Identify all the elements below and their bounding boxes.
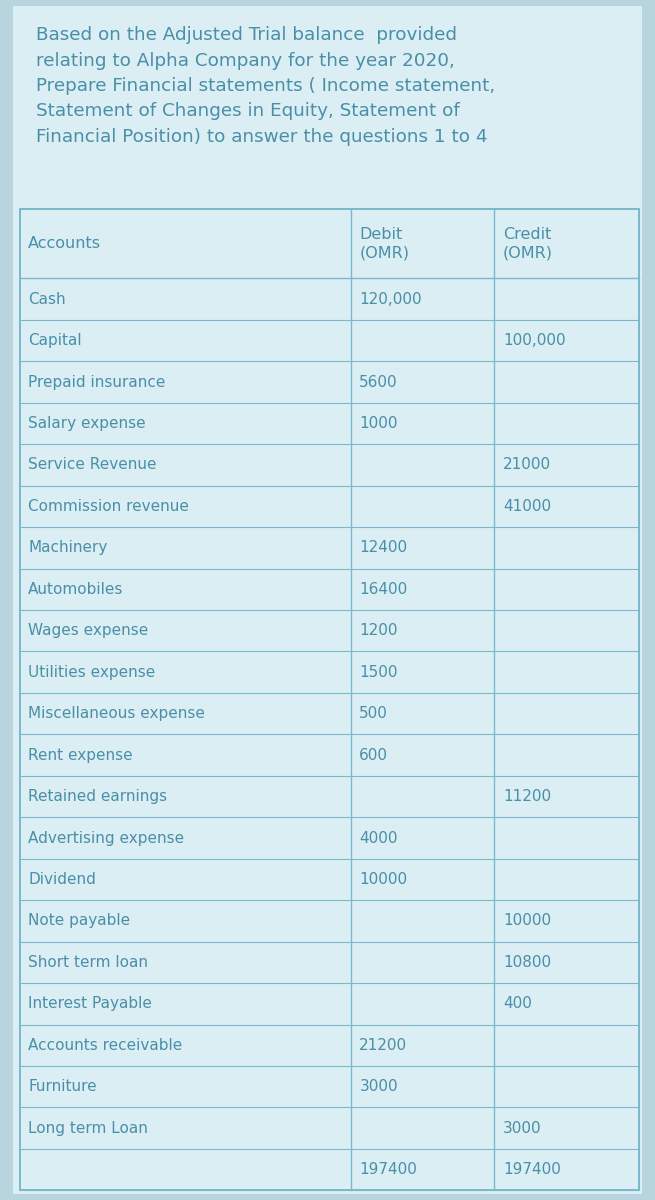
Text: 197400: 197400 <box>360 1162 417 1177</box>
Text: Note payable: Note payable <box>28 913 130 929</box>
Text: 500: 500 <box>360 706 388 721</box>
Text: 3000: 3000 <box>360 1079 398 1094</box>
Text: Service Revenue: Service Revenue <box>28 457 157 473</box>
Text: Commission revenue: Commission revenue <box>28 499 189 514</box>
Text: Rent expense: Rent expense <box>28 748 133 763</box>
Text: Dividend: Dividend <box>28 872 96 887</box>
Text: 12400: 12400 <box>360 540 407 556</box>
Text: Advertising expense: Advertising expense <box>28 830 184 846</box>
Text: 4000: 4000 <box>360 830 398 846</box>
Text: Wages expense: Wages expense <box>28 623 149 638</box>
Text: Prepaid insurance: Prepaid insurance <box>28 374 166 390</box>
Text: 10800: 10800 <box>503 955 551 970</box>
Text: 1000: 1000 <box>360 416 398 431</box>
Text: 100,000: 100,000 <box>503 334 565 348</box>
Bar <box>20 209 639 1190</box>
Text: Based on the Adjusted Trial balance  provided
relating to Alpha Company for the : Based on the Adjusted Trial balance prov… <box>36 26 495 145</box>
Text: 1200: 1200 <box>360 623 398 638</box>
Text: 197400: 197400 <box>503 1162 561 1177</box>
Text: 16400: 16400 <box>360 582 407 596</box>
Text: Short term loan: Short term loan <box>28 955 148 970</box>
Text: 5600: 5600 <box>360 374 398 390</box>
Bar <box>20 209 639 1190</box>
Text: 10000: 10000 <box>360 872 407 887</box>
Text: 21000: 21000 <box>503 457 551 473</box>
Text: Machinery: Machinery <box>28 540 107 556</box>
Text: Accounts receivable: Accounts receivable <box>28 1038 182 1052</box>
Text: Debit
(OMR): Debit (OMR) <box>360 227 409 260</box>
Text: Accounts: Accounts <box>28 236 101 251</box>
Text: Interest Payable: Interest Payable <box>28 996 152 1012</box>
Text: 21200: 21200 <box>360 1038 407 1052</box>
Text: Furniture: Furniture <box>28 1079 97 1094</box>
Text: 41000: 41000 <box>503 499 551 514</box>
Text: Utilities expense: Utilities expense <box>28 665 155 679</box>
Text: Miscellaneous expense: Miscellaneous expense <box>28 706 205 721</box>
Text: Long term Loan: Long term Loan <box>28 1121 148 1135</box>
Text: 1500: 1500 <box>360 665 398 679</box>
Text: 600: 600 <box>360 748 388 763</box>
Text: Capital: Capital <box>28 334 82 348</box>
Text: 3000: 3000 <box>503 1121 542 1135</box>
Text: Credit
(OMR): Credit (OMR) <box>503 227 553 260</box>
Text: Retained earnings: Retained earnings <box>28 790 167 804</box>
Text: 10000: 10000 <box>503 913 551 929</box>
Text: 400: 400 <box>503 996 532 1012</box>
Text: Automobiles: Automobiles <box>28 582 124 596</box>
Text: Salary expense: Salary expense <box>28 416 146 431</box>
Text: Cash: Cash <box>28 292 66 307</box>
Text: 120,000: 120,000 <box>360 292 422 307</box>
Text: 11200: 11200 <box>503 790 551 804</box>
